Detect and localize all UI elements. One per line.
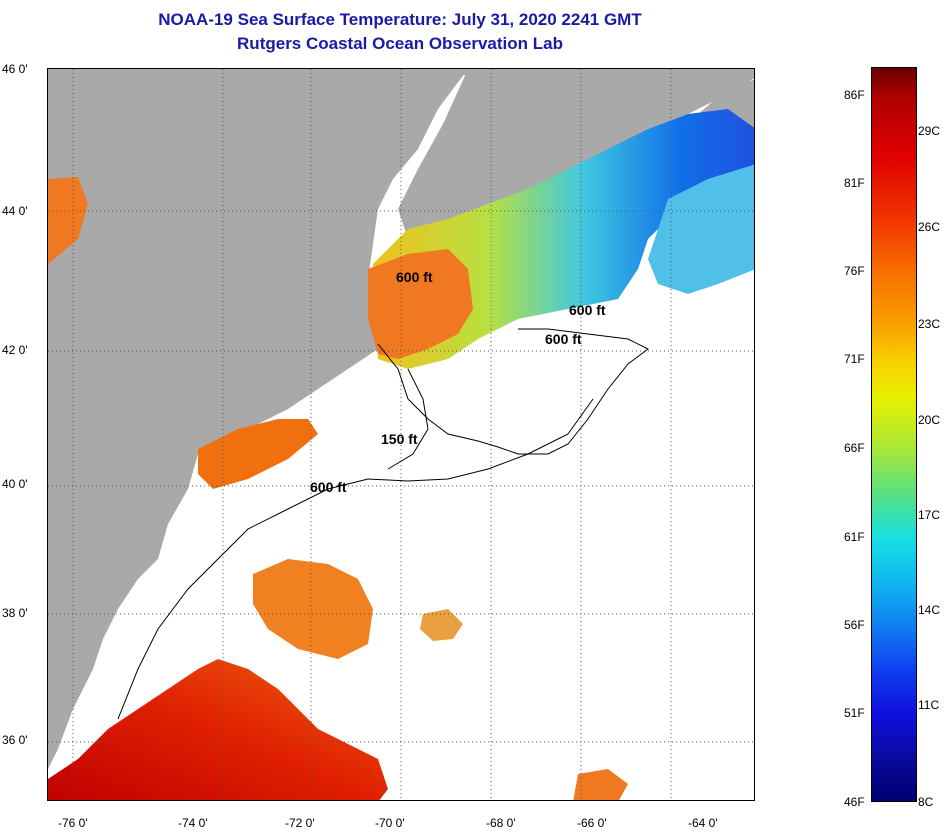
lon-label: -72 0' [285, 816, 315, 830]
colorbar-label-c: 8C [918, 795, 934, 809]
colorbar-label-f: 56F [844, 618, 865, 632]
lat-label: 38 0' [2, 606, 28, 620]
colorbar-label-f: 46F [844, 795, 865, 809]
lat-label: 42 0' [2, 343, 28, 357]
sst-nova-scotia-shelf [648, 164, 754, 294]
colorbar-label-c: 17C [918, 508, 941, 522]
sst-map: 600 ft 600 ft 600 ft 150 ft 600 ft [47, 68, 755, 801]
land-mass-3 [398, 69, 754, 239]
colorbar-label-f: 76F [844, 264, 865, 278]
lat-label: 44 0' [2, 204, 28, 218]
sst-bottom-right [573, 769, 628, 800]
colorbar-label-f: 81F [844, 176, 865, 190]
colorbar-label-c: 20C [918, 413, 941, 427]
lon-label: -66 0' [577, 816, 607, 830]
isobath-contours [117, 328, 649, 720]
colorbar-label-c: 26C [918, 220, 941, 234]
sst-southern-warm [48, 659, 388, 800]
sst-ny-bight [198, 419, 318, 489]
colorbar-label-c: 23C [918, 317, 941, 331]
colorbar-label-f: 61F [844, 530, 865, 544]
map-title: NOAA-19 Sea Surface Temperature: July 31… [158, 10, 642, 29]
colorbar-label-f: 86F [844, 88, 865, 102]
isobath-label-2: 600 ft [569, 302, 606, 318]
lat-label: 36 0' [2, 733, 28, 747]
sst-west-lake [48, 177, 88, 264]
sst-mid-atlantic-patch [253, 559, 373, 659]
lon-label: -68 0' [486, 816, 516, 830]
lon-label: -74 0' [178, 816, 208, 830]
colorbar-label-c: 14C [918, 603, 941, 617]
land-mass-2 [48, 69, 468, 769]
map-subtitle: Rutgers Coastal Ocean Observation Lab [237, 34, 563, 53]
colorbar-label-f: 66F [844, 441, 865, 455]
isobath-label-1: 600 ft [396, 269, 433, 285]
lon-label: -76 0' [58, 816, 88, 830]
colorbar-label-c: 11C [918, 698, 940, 712]
colorbar-label-f: 71F [844, 352, 865, 366]
sst-warm-coastal [368, 249, 473, 359]
sst-offshore-patch [420, 609, 463, 641]
colorbar-label-f: 51F [844, 706, 865, 720]
lon-label: -70 0' [375, 816, 405, 830]
lat-label: 46 0' [2, 62, 28, 76]
lat-label: 40 0' [2, 477, 28, 491]
colorbar-label-c: 29C [918, 124, 941, 138]
lon-label: -64 0' [688, 816, 718, 830]
isobath-label-3: 600 ft [545, 331, 582, 347]
isobath-label-4: 150 ft [381, 431, 418, 447]
sst-map-graphic [48, 69, 754, 800]
temperature-colorbar [871, 67, 917, 802]
isobath-label-5: 600 ft [310, 479, 347, 495]
